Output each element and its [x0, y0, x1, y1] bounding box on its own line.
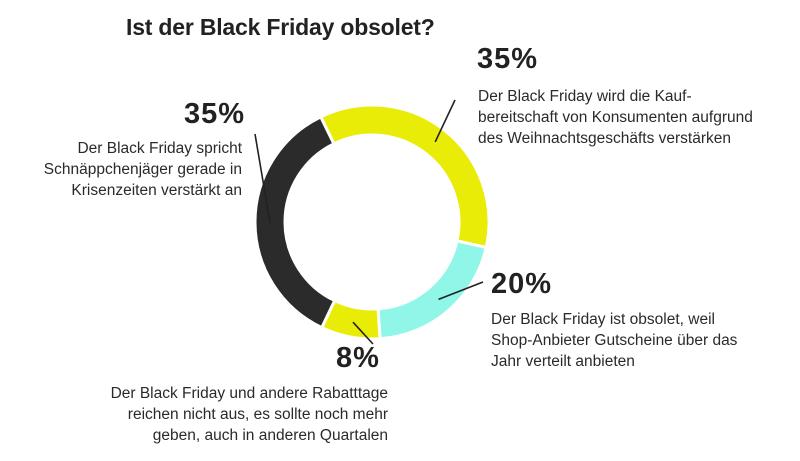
slice-label-3-text: Der Black Friday spricht Schnäppchenjäge… — [20, 138, 242, 201]
slice-label-3-line-1: Schnäppchenjäger gerade in — [43, 161, 242, 178]
leader-line-0 — [434, 99, 456, 143]
donut-slice-1 — [376, 239, 488, 341]
slice-label-3-line-2: Krisenzeiten verstärkt an — [71, 182, 242, 199]
leader-line-1 — [438, 281, 484, 301]
slice-label-2-line-2: geben, auch in anderen Quartalen — [152, 427, 388, 444]
donut-slice-0 — [318, 103, 491, 250]
slice-label-1-text: Der Black Friday ist obsolet, weil Shop-… — [491, 309, 737, 372]
slice-label-1-line-2: Jahr verteilt anbieten — [491, 353, 635, 370]
slice-label-3-percent: 35% — [184, 98, 246, 130]
slice-label-0-text: Der Black Friday wird die Kauf- bereitsc… — [478, 86, 753, 149]
slice-label-3-line-0: Der Black Friday spricht — [77, 140, 242, 157]
slice-label-0-line-1: bereitschaft von Konsumenten aufgrund — [478, 109, 753, 126]
leader-line-3 — [254, 133, 271, 223]
slice-label-0-percent: 35% — [477, 43, 539, 75]
slice-label-0-line-0: Der Black Friday wird die Kauf- — [478, 88, 692, 105]
slice-label-2-text: Der Black Friday und andere Rabatttage r… — [88, 383, 388, 446]
slice-label-1-percent: 20% — [491, 268, 553, 300]
slice-label-1-line-1: Shop-Anbieter Gutscheine über das — [491, 332, 738, 349]
donut-slice-3 — [253, 114, 337, 330]
chart-title: Ist der Black Friday obsolet? — [126, 14, 435, 40]
slice-label-0-line-2: des Weihnachtsgeschäfts verstärken — [478, 130, 732, 147]
slice-label-2-line-1: reichen nicht aus, es sollte noch mehr — [127, 406, 388, 423]
slice-label-2-line-0: Der Black Friday und andere Rabatttage — [110, 385, 388, 402]
slice-label-2-percent: 8% — [336, 342, 380, 374]
slice-label-1-line-0: Der Black Friday ist obsolet, weil — [491, 311, 715, 328]
leader-line-2 — [352, 321, 374, 345]
